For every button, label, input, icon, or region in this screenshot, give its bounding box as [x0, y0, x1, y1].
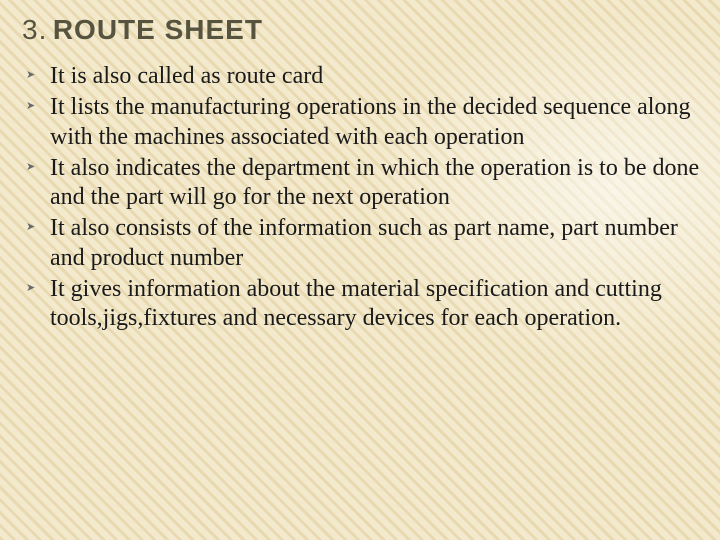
bullet-icon: ➤ [26, 282, 35, 295]
bullet-text: It lists the manufacturing operations in… [50, 94, 690, 149]
bullet-icon: ➤ [26, 69, 35, 82]
bullet-icon: ➤ [26, 161, 35, 174]
bullet-icon: ➤ [26, 221, 35, 234]
title-text: ROUTE SHEET [53, 14, 263, 45]
bullet-text: It gives information about the material … [50, 276, 662, 331]
list-item: ➤ It also consists of the information su… [22, 214, 702, 273]
list-item: ➤ It gives information about the materia… [22, 275, 702, 334]
list-item: ➤ It lists the manufacturing operations … [22, 93, 702, 152]
bullet-text: It also indicates the department in whic… [50, 155, 699, 210]
bullet-list: ➤ It is also called as route card ➤ It l… [22, 62, 702, 333]
slide: 3. ROUTE SHEET ➤ It is also called as ro… [0, 0, 720, 540]
slide-body: ➤ It is also called as route card ➤ It l… [22, 62, 702, 335]
bullet-icon: ➤ [26, 100, 35, 113]
list-item: ➤ It is also called as route card [22, 62, 702, 91]
bullet-text: It is also called as route card [50, 63, 323, 89]
bullet-text: It also consists of the information such… [50, 215, 678, 270]
list-item: ➤ It also indicates the department in wh… [22, 154, 702, 213]
title-number: 3. [22, 14, 47, 45]
slide-title: 3. ROUTE SHEET [22, 14, 263, 46]
